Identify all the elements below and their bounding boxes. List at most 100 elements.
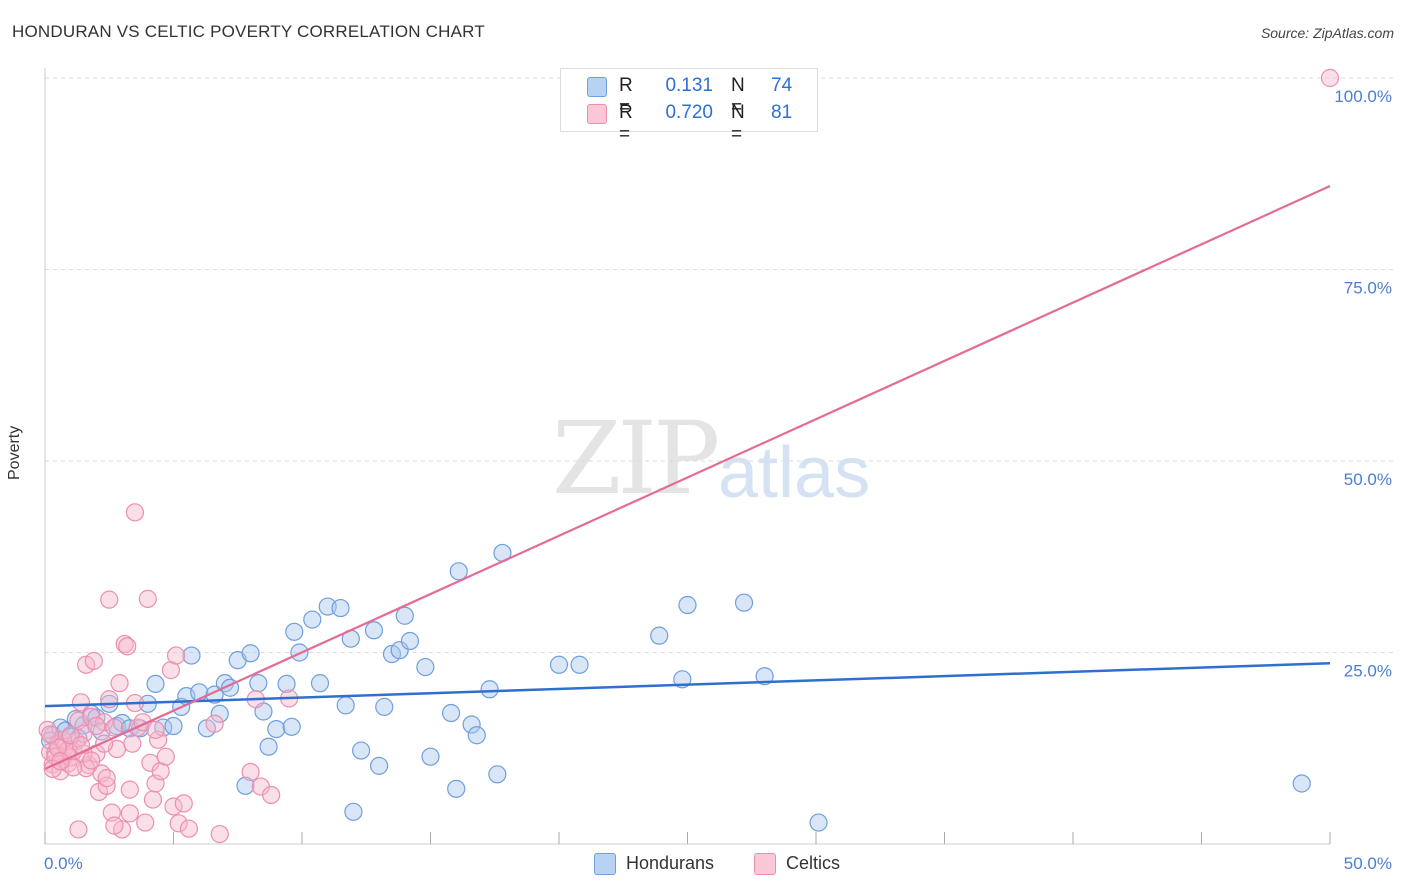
celtic-point (146, 720, 165, 739)
celtic-point (262, 785, 281, 805)
honduran-point (734, 593, 754, 612)
celtic-point (118, 637, 137, 656)
n-label: N = (731, 75, 745, 118)
r-label: R = (619, 75, 633, 118)
celtic-point (115, 634, 134, 654)
celtic-point (179, 819, 199, 838)
honduran-point (164, 716, 183, 736)
honduran-point (650, 626, 669, 645)
honduran-point (390, 641, 409, 660)
honduran-point (570, 655, 589, 674)
celtic-point (71, 693, 91, 712)
honduran-point (447, 779, 466, 798)
celtics-label: Celtics (786, 853, 841, 873)
r-value: 0.131 (665, 75, 713, 96)
celtic-point (174, 794, 193, 813)
celtics-trendline (44, 185, 1331, 770)
watermark-zip: ZIP (552, 400, 720, 517)
honduran-point (467, 726, 486, 745)
celtic-point (136, 813, 155, 832)
celtic-point (210, 824, 229, 844)
honduran-point (352, 741, 371, 760)
honduran-point (462, 715, 481, 734)
honduran-point (146, 674, 165, 694)
honduran-point (236, 776, 255, 795)
honduran-point (375, 697, 394, 716)
celtics-points (38, 68, 1340, 844)
trendlines (44, 185, 1331, 770)
celtic-point (156, 747, 175, 766)
honduran-point (331, 598, 350, 618)
honduran-point (678, 595, 697, 615)
celtic-point (71, 736, 91, 755)
celtic-point (205, 714, 224, 733)
celtic-point (41, 725, 60, 744)
honduran-point (1292, 774, 1311, 793)
honduran-point (285, 622, 304, 641)
honduran-point (249, 674, 268, 693)
chart-title: HONDURAN VS CELTIC POVERTY CORRELATION C… (12, 22, 485, 41)
hondurans-swatch (587, 77, 607, 97)
celtic-point (105, 718, 124, 737)
celtic-point (123, 734, 142, 753)
honduran-point (480, 680, 499, 699)
honduran-point (809, 813, 828, 832)
celtic-point (97, 769, 116, 788)
y-tick-label: 50.0% (1344, 470, 1392, 489)
honduran-point (336, 696, 355, 715)
hondurans-trendline (44, 661, 1331, 708)
honduran-point (370, 756, 389, 775)
r-value: 0.720 (665, 102, 713, 123)
celtic-point (110, 674, 129, 693)
celtic-point (100, 590, 119, 609)
honduran-point (449, 562, 468, 581)
honduran-point (488, 765, 507, 784)
honduran-point (241, 644, 260, 663)
celtic-point (143, 790, 163, 809)
y-tick-label: 25.0% (1344, 662, 1392, 681)
n-value: 81 (771, 102, 793, 123)
celtic-point (82, 751, 101, 770)
celtics-swatch (754, 853, 776, 875)
celtic-point (69, 820, 88, 839)
honduran-point (344, 802, 363, 821)
celtic-point (1320, 68, 1340, 88)
hondurans-label: Hondurans (626, 853, 715, 873)
x-tick-label: 50.0% (1344, 854, 1392, 873)
honduran-point (303, 610, 322, 629)
celtic-point (120, 804, 139, 823)
x-tick-label: 0.0% (44, 854, 83, 873)
celtic-point (166, 646, 186, 665)
celtic-point (169, 814, 188, 833)
honduran-point (421, 747, 440, 766)
honduran-point (441, 703, 461, 723)
celtic-point (105, 816, 124, 835)
watermark-atlas: atlas (718, 433, 871, 513)
celtic-point (120, 780, 139, 799)
honduran-point (395, 606, 414, 625)
honduran-point (416, 657, 435, 677)
celtic-point (87, 716, 106, 736)
celtic-point (164, 797, 183, 816)
chart-source: Source: ZipAtlas.com (1260, 25, 1394, 41)
honduran-point (182, 646, 201, 665)
honduran-point (210, 704, 229, 723)
celtic-point (125, 503, 145, 522)
grid-lines (45, 77, 1395, 653)
honduran-point (400, 631, 420, 651)
celtic-point (138, 589, 157, 608)
honduran-point (549, 655, 569, 674)
celtics-swatch (587, 104, 607, 124)
hondurans-swatch (594, 853, 616, 875)
honduran-point (364, 621, 384, 640)
n-label: N = (731, 102, 745, 145)
tick-labels: 25.0% 50.0% 75.0% 100.0% 0.0% 50.0% (44, 87, 1392, 873)
y-tick-label: 100.0% (1334, 87, 1392, 106)
correlation-legend: R = 0.131 N = 74 R = 0.720 N = 81 (560, 68, 818, 145)
honduran-point (277, 674, 296, 694)
honduran-point (259, 737, 278, 756)
n-value: 74 (771, 75, 793, 96)
celtic-point (84, 651, 103, 671)
honduran-point (310, 674, 330, 693)
honduran-point (755, 667, 774, 686)
